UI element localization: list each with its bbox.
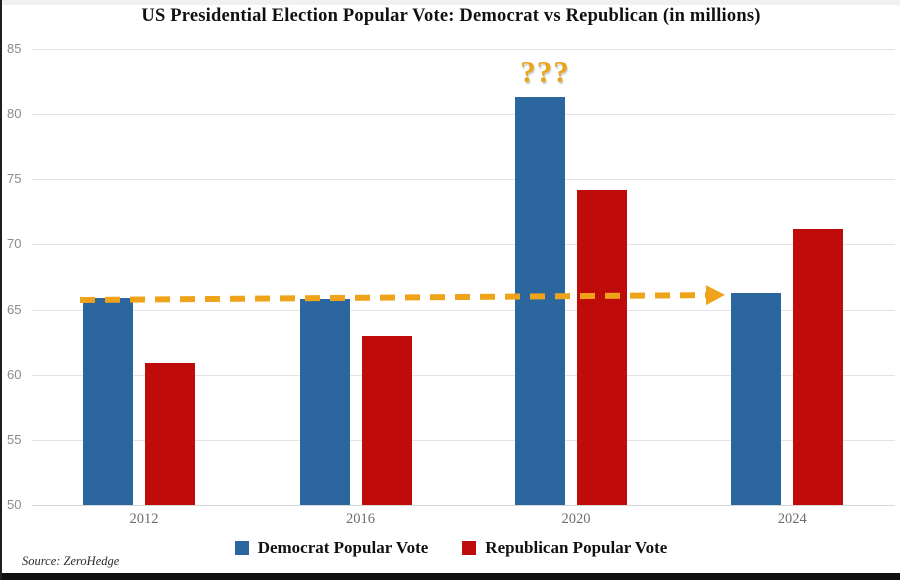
y-axis-tick-label: 60	[7, 366, 22, 382]
y-axis-tick-label: 75	[7, 171, 22, 187]
legend: Democrat Popular Vote Republican Popular …	[2, 536, 900, 560]
y-axis-tick-label: 70	[7, 236, 22, 252]
dashed-line	[79, 292, 709, 303]
bar-democrat-2012	[83, 297, 133, 505]
y-axis-tick-label: 55	[7, 431, 22, 447]
top-edge-strip	[2, 0, 900, 5]
bar-democrat-2016	[299, 299, 350, 505]
x-axis-tick-label-2016: 2016	[346, 511, 375, 527]
bar-republican-2012	[145, 362, 195, 505]
bottom-border-bar	[2, 573, 900, 580]
bar-republican-2020	[577, 189, 627, 505]
gridline-50	[32, 505, 895, 506]
source-credit: Source: ZeroHedge	[22, 554, 120, 568]
chart-title: US Presidential Election Popular Vote: D…	[141, 6, 761, 26]
x-axis-tick-label-2012: 2012	[129, 511, 159, 527]
legend-label: Republican Popular Vote	[485, 538, 668, 557]
legend-swatch-icon	[462, 541, 477, 555]
y-axis-tick-label: 65	[7, 301, 22, 317]
legend-item-republican: Republican Popular Vote	[462, 538, 667, 558]
bar-republican-2016	[361, 335, 412, 505]
bar-republican-2024	[793, 228, 844, 505]
arrow-head-icon	[705, 284, 726, 306]
y-axis-tick-label: 85	[7, 41, 22, 56]
question-marks-annotation: ???	[520, 54, 570, 89]
x-axis-tick-label-2020: 2020	[561, 511, 591, 527]
y-axis-tick-label: 80	[7, 106, 22, 122]
bar-democrat-2020	[515, 97, 565, 505]
x-axis-tick-label-2024: 2024	[777, 511, 807, 527]
legend-label: Democrat Popular Vote	[257, 538, 429, 557]
gridline-70	[32, 244, 895, 246]
legend-swatch-icon	[234, 541, 249, 555]
gridline-55	[32, 439, 895, 441]
gridline-85	[32, 49, 895, 50]
legend-item-democrat: Democrat Popular Vote	[234, 538, 429, 558]
gridline-60	[32, 374, 895, 376]
bar-democrat-2024	[731, 292, 782, 505]
gridline-75	[32, 179, 895, 181]
gridline-65	[32, 309, 895, 311]
y-axis-tick-label: 50	[7, 497, 22, 512]
gridline-80	[32, 114, 895, 116]
